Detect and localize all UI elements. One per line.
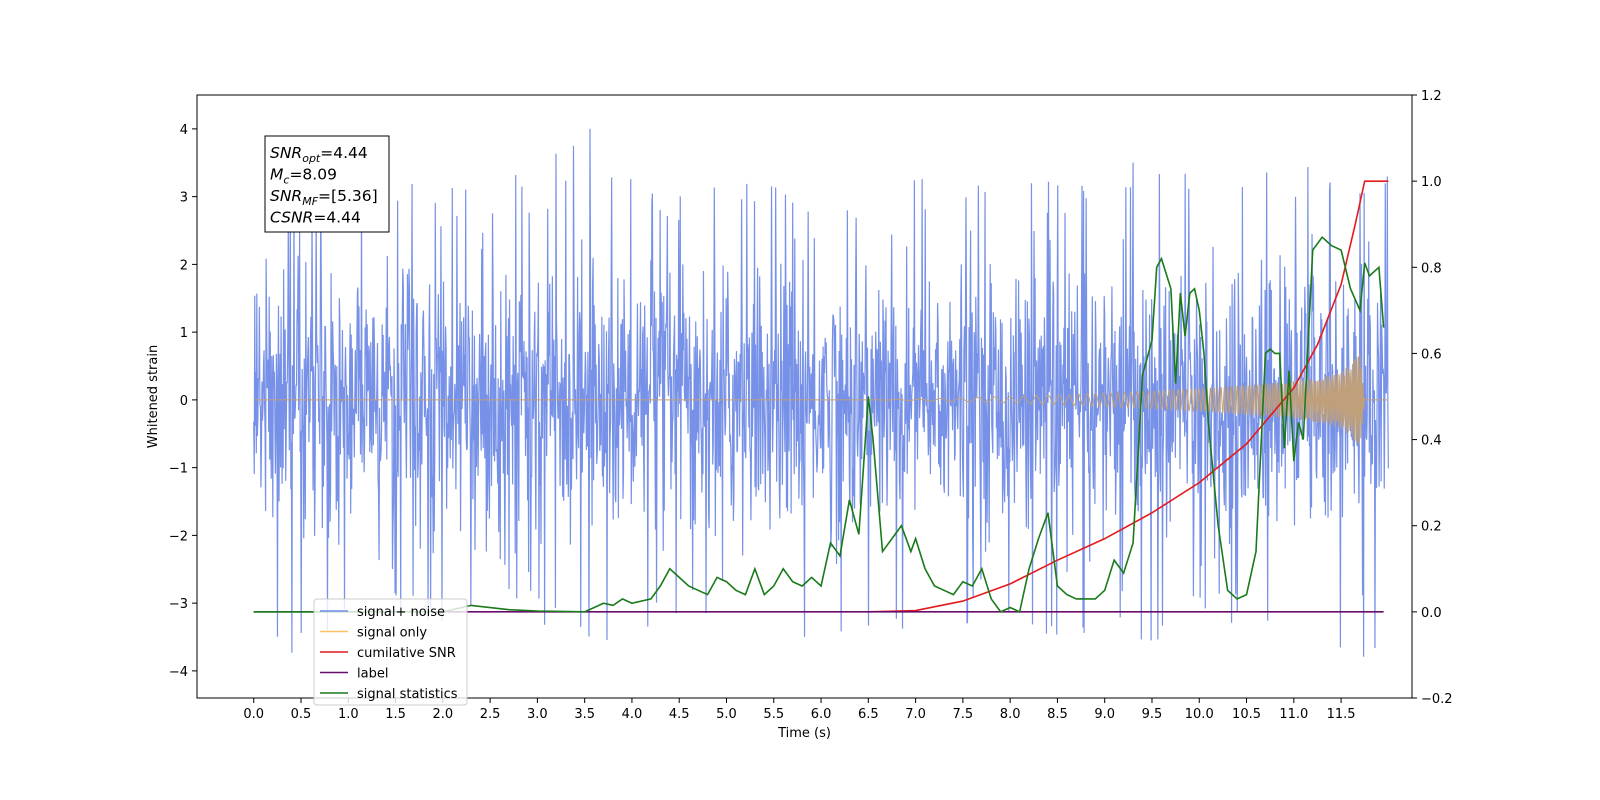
y-tick-label: −4	[169, 665, 188, 680]
x-tick-label: 8.5	[1047, 707, 1068, 722]
x-tick-label: 9.5	[1142, 707, 1163, 722]
y-tick-label: −2	[169, 529, 188, 544]
x-tick-label: 6.0	[811, 707, 832, 722]
x-axis: 0.0 0.5 1.0 1.5 2.0 2.5 3.0 3.5 4.0 4.5 5.0 5.5 6.0 6…	[243, 698, 1356, 722]
x-tick-label: 7.0	[905, 707, 926, 722]
y2-tick-label: 0.4	[1421, 434, 1442, 449]
legend: signal+ noise signal only cumilative SNR la…	[313, 598, 468, 706]
y-axis-label: Whitened strain	[146, 345, 161, 448]
y-tick-label: 0	[180, 394, 188, 409]
y2-tick-label: 1.0	[1421, 175, 1442, 190]
legend-label: signal only	[357, 626, 427, 641]
signal-only-line	[253, 354, 1389, 445]
x-tick-label: 11.5	[1327, 707, 1356, 722]
legend-label: signal+ noise	[357, 605, 445, 620]
x-tick-label: 9.0	[1094, 707, 1115, 722]
annotation-line: SNRopt=4.44	[270, 144, 368, 165]
legend-entry: signal+ noise	[320, 605, 445, 620]
x-tick-label: 11.0	[1279, 707, 1308, 722]
legend-label: signal statistics	[357, 687, 458, 702]
x-tick-label: 1.0	[338, 707, 359, 722]
y-tick-label: −1	[169, 462, 188, 477]
x-tick-label: 5.5	[763, 707, 784, 722]
signal-statistics-line	[253, 235, 1385, 613]
x-tick-label: 3.0	[527, 707, 548, 722]
legend-entry: signal statistics	[320, 687, 458, 702]
y-tick-label: 4	[180, 123, 188, 138]
cumilative-snr-line	[868, 180, 1389, 613]
x-tick-label: 8.0	[1000, 707, 1021, 722]
y2-tick-label: 0.8	[1421, 261, 1442, 276]
annotation-frame	[264, 135, 390, 233]
plot-frame	[196, 94, 1413, 699]
annotation-line: SNRMF=[5.36]	[270, 187, 378, 208]
signal-only-series	[253, 354, 1389, 445]
signal-noise-line	[253, 128, 1389, 657]
legend-entry: cumilative SNR	[320, 646, 456, 661]
x-tick-label: 6.5	[858, 707, 879, 722]
legend-label: cumilative SNR	[357, 646, 456, 661]
legend-label: label	[357, 667, 388, 682]
legend-entry: label	[320, 667, 388, 682]
x-tick-label: 10.5	[1232, 707, 1261, 722]
y-axis-right: 1.2 1.0 0.8 0.6 0.4 0.2 0.0 −0.2	[1412, 89, 1453, 707]
y2-tick-label: 0.0	[1421, 606, 1442, 621]
y-axis-left: 4 3 2 1 0 −1 −2 −3 −4	[169, 123, 197, 680]
x-tick-label: 5.0	[716, 707, 737, 722]
annotation-line: CSNR=4.44	[270, 209, 361, 227]
annotation-line: Mc=8.09	[270, 166, 337, 187]
legend-entry: signal only	[320, 626, 427, 641]
x-tick-label: 7.5	[953, 707, 974, 722]
x-tick-label: 10.0	[1185, 707, 1214, 722]
x-tick-label: 0.5	[291, 707, 312, 722]
x-tick-label: 3.5	[574, 707, 595, 722]
x-tick-label: 0.0	[243, 707, 264, 722]
y2-tick-label: 0.6	[1421, 347, 1442, 362]
y-tick-label: 1	[180, 326, 188, 341]
y-tick-label: 2	[180, 258, 188, 273]
y2-tick-label: −0.2	[1421, 692, 1453, 707]
signal-noise-series	[253, 128, 1389, 657]
y-tick-label: 3	[180, 191, 188, 206]
y2-tick-label: 1.2	[1421, 89, 1442, 104]
y-tick-label: −3	[169, 597, 188, 612]
x-tick-label: 2.5	[480, 707, 501, 722]
legend-frame	[313, 598, 468, 706]
x-tick-label: 2.0	[432, 707, 453, 722]
x-tick-label: 1.5	[385, 707, 406, 722]
x-axis-label: Time (s)	[777, 726, 831, 741]
x-tick-label: 4.5	[669, 707, 690, 722]
y2-tick-label: 0.2	[1421, 520, 1442, 535]
x-tick-label: 4.0	[622, 707, 643, 722]
